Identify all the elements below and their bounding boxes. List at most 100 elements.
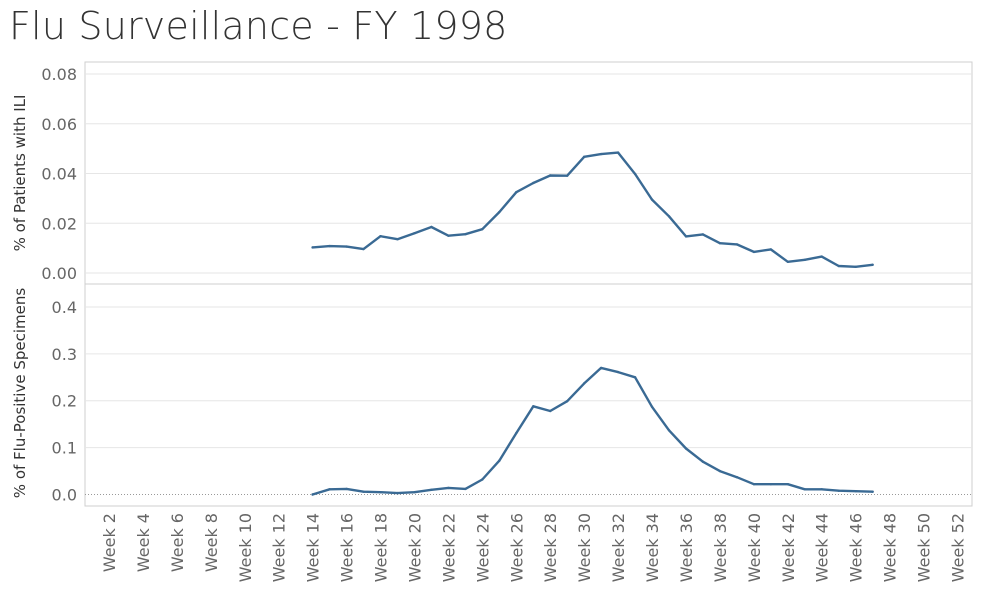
specimens-y-tick-label: 0.3 <box>52 345 77 364</box>
specimens-point-week-26 <box>515 431 518 435</box>
specimens-point-week-46 <box>854 490 857 493</box>
ili-point-week-46 <box>854 265 857 268</box>
specimens-point-week-43 <box>803 488 806 491</box>
ili-point-week-22 <box>447 234 450 237</box>
ili-y-tick-label: 0.06 <box>41 115 77 134</box>
x-tick-label: Week 40 <box>745 513 764 582</box>
ili-y-tick-label: 0.02 <box>41 214 77 233</box>
specimens-point-week-33 <box>633 376 637 379</box>
ili-point-week-34 <box>650 198 654 201</box>
x-tick-label: Week 14 <box>304 513 323 582</box>
x-tick-label: Week 24 <box>473 513 492 582</box>
specimens-point-week-18 <box>379 491 382 494</box>
ili-point-week-33 <box>633 172 637 176</box>
x-tick-label: Week 36 <box>677 513 696 582</box>
ili-point-week-40 <box>752 250 756 254</box>
ili-point-week-35 <box>667 215 671 218</box>
ili-y-tick-label: 0.08 <box>41 65 77 84</box>
x-tick-label: Week 8 <box>202 513 221 572</box>
specimens-point-week-27 <box>532 405 535 408</box>
specimens-panel: 0.0 0.1 0.2 0.3 0.4 % of Flu-Positive Specime… <box>11 283 973 507</box>
specimens-point-week-40 <box>752 483 756 486</box>
ili-point-week-21 <box>430 225 433 229</box>
specimens-point-week-39 <box>735 476 739 479</box>
x-tick-label: Week 26 <box>507 513 526 582</box>
ili-point-week-23 <box>464 233 467 236</box>
specimens-point-week-23 <box>464 487 467 491</box>
x-tick-label: Week 20 <box>406 513 425 582</box>
ili-point-week-44 <box>820 255 823 258</box>
x-tick-label: Week 42 <box>779 513 798 582</box>
x-tick-label: Week 16 <box>338 513 357 582</box>
ili-series-line <box>311 151 874 268</box>
specimens-point-week-31 <box>599 366 603 370</box>
ili-point-week-31 <box>599 152 603 156</box>
ili-point-week-45 <box>837 264 840 268</box>
x-tick-label: Week 22 <box>439 513 458 582</box>
ili-point-week-28 <box>549 174 552 177</box>
ili-point-week-14 <box>311 246 314 249</box>
x-axis: Week 2 Week 4 Week 6 Week 8 Week 10 Week 12 We… <box>100 513 968 582</box>
ili-y-tick-label: 0.04 <box>41 165 77 184</box>
specimens-point-week-24 <box>481 478 484 481</box>
specimens-plot-frame <box>84 283 973 507</box>
ili-point-week-41 <box>769 248 772 251</box>
specimens-point-week-17 <box>362 490 365 493</box>
ili-point-week-20 <box>413 232 416 235</box>
x-tick-label: Week 30 <box>575 513 594 582</box>
ili-y-axis-title: % of Patients with ILI <box>11 95 29 252</box>
ili-panel: 0.00 0.02 0.04 0.06 0.08 % of Patients with I… <box>11 61 973 285</box>
specimens-point-week-35 <box>667 429 671 432</box>
ili-point-week-38 <box>718 242 722 245</box>
x-tick-label: Week 10 <box>236 513 255 582</box>
x-tick-label: Week 44 <box>813 513 832 582</box>
specimens-series-line <box>311 366 874 496</box>
specimens-point-week-14 <box>311 493 314 496</box>
ili-point-week-17 <box>362 247 365 251</box>
x-tick-label: Week 50 <box>915 513 934 582</box>
x-tick-label: Week 28 <box>541 513 560 582</box>
x-tick-label: Week 12 <box>270 513 289 582</box>
ili-point-week-27 <box>532 181 535 185</box>
specimens-point-week-42 <box>786 483 789 486</box>
specimens-point-week-20 <box>413 491 416 494</box>
specimens-y-tick-label: 0.4 <box>52 298 77 317</box>
x-tick-label: Week 2 <box>100 513 119 572</box>
specimens-point-week-16 <box>345 487 348 491</box>
page-title: Flu Surveillance - FY 1998 <box>9 4 508 48</box>
specimens-point-week-38 <box>718 469 722 473</box>
ili-point-week-19 <box>396 238 399 241</box>
ili-point-week-18 <box>379 235 382 238</box>
x-tick-label: Week 46 <box>847 513 866 582</box>
ili-point-week-30 <box>583 155 586 158</box>
specimens-point-week-28 <box>549 409 552 413</box>
x-tick-label: Week 38 <box>711 513 730 582</box>
x-tick-label: Week 48 <box>881 513 900 582</box>
ili-point-week-42 <box>786 260 789 263</box>
specimens-point-week-30 <box>583 382 586 385</box>
specimens-point-week-29 <box>566 400 569 403</box>
specimens-point-week-44 <box>820 488 823 491</box>
specimens-point-week-41 <box>769 483 772 486</box>
x-tick-label: Week 52 <box>949 513 968 582</box>
ili-point-week-47 <box>871 263 874 266</box>
specimens-point-week-15 <box>328 488 331 491</box>
ili-point-week-36 <box>684 235 688 238</box>
specimens-point-week-22 <box>447 486 450 490</box>
ili-point-week-37 <box>701 233 705 236</box>
x-tick-label: Week 4 <box>134 513 153 572</box>
ili-point-week-29 <box>566 174 569 177</box>
specimens-y-axis-title: % of Flu-Positive Specimens <box>11 288 29 499</box>
specimens-point-week-34 <box>650 405 654 408</box>
specimens-point-week-36 <box>684 447 688 450</box>
specimens-point-week-32 <box>616 370 620 374</box>
ili-point-week-25 <box>498 210 501 214</box>
ili-point-week-15 <box>328 244 331 248</box>
specimens-point-week-21 <box>430 488 433 491</box>
ili-point-week-43 <box>803 258 806 261</box>
ili-point-week-39 <box>735 243 739 246</box>
specimens-point-week-19 <box>396 491 399 495</box>
specimens-y-tick-label: 0.1 <box>52 439 77 458</box>
ili-point-week-24 <box>481 228 484 231</box>
